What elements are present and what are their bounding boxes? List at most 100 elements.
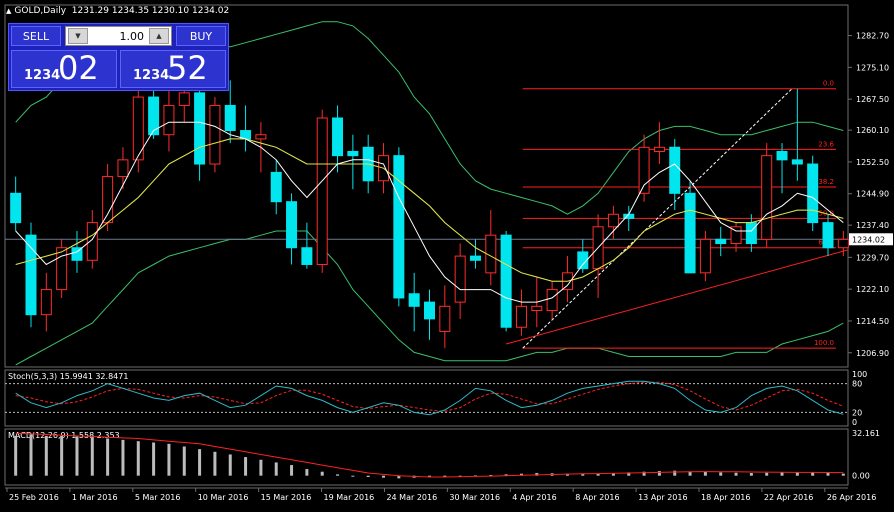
macd-histogram-bar xyxy=(274,462,278,476)
bull-candle[interactable] xyxy=(255,134,267,140)
bull-candle[interactable] xyxy=(699,238,711,274)
bear-candle[interactable] xyxy=(71,247,83,261)
bull-candle[interactable] xyxy=(86,222,98,261)
macd-histogram-bar xyxy=(642,471,646,476)
bear-candle[interactable] xyxy=(469,255,481,261)
fib-level-label: 38.2 xyxy=(818,178,834,186)
macd-histogram-bar xyxy=(90,437,94,476)
bear-candle[interactable] xyxy=(286,201,298,249)
bull-candle[interactable] xyxy=(163,104,175,136)
macd-pane-frame[interactable] xyxy=(4,428,849,486)
lot-increase-icon[interactable]: ▲ xyxy=(149,28,169,44)
sell-price-big: 02 xyxy=(58,49,99,87)
bull-candle[interactable] xyxy=(653,146,665,152)
bull-candle[interactable] xyxy=(531,305,543,312)
bull-candle[interactable] xyxy=(730,226,742,245)
price-tick-label: 1206.90 xyxy=(856,349,889,358)
stoch-tick-label: 20 xyxy=(852,408,862,417)
macd-histogram-bar xyxy=(673,470,677,476)
bear-candle[interactable] xyxy=(10,192,22,224)
macd-histogram-bar xyxy=(519,473,523,476)
bear-candle[interactable] xyxy=(301,247,313,265)
bear-candle[interactable] xyxy=(776,150,788,161)
stoch-pane-frame[interactable] xyxy=(4,369,849,427)
lot-size-input[interactable] xyxy=(90,28,147,44)
macd-histogram-bar xyxy=(596,473,600,476)
time-tick-label: 4 Apr 2016 xyxy=(512,493,556,502)
buy-price-prefix: 1234 xyxy=(133,68,170,83)
bull-candle[interactable] xyxy=(40,289,52,316)
bull-candle[interactable] xyxy=(56,247,68,291)
macd-histogram-bar xyxy=(458,475,462,477)
bull-candle[interactable] xyxy=(515,305,527,328)
fib-level-label: 100.0 xyxy=(814,339,834,347)
bear-candle[interactable] xyxy=(332,117,344,157)
macd-histogram-bar xyxy=(182,446,186,476)
bear-candle[interactable] xyxy=(822,222,834,249)
bull-candle[interactable] xyxy=(117,159,129,178)
macd-histogram-bar xyxy=(841,473,845,476)
macd-histogram-bar xyxy=(826,473,830,476)
price-tick-label: 1267.50 xyxy=(856,95,889,104)
time-tick-label: 30 Mar 2016 xyxy=(449,493,500,502)
bear-candle[interactable] xyxy=(745,222,757,245)
buy-price-big: 52 xyxy=(167,49,208,87)
macd-tick-label: 32.161 xyxy=(852,429,880,438)
bear-candle[interactable] xyxy=(25,234,37,316)
macd-histogram-bar xyxy=(765,472,769,476)
bear-candle[interactable] xyxy=(347,150,359,157)
macd-histogram-bar xyxy=(780,472,784,476)
collapse-triangle-icon[interactable]: ▲ xyxy=(6,7,12,15)
bull-candle[interactable] xyxy=(761,155,773,240)
bear-candle[interactable] xyxy=(500,234,512,328)
buy-price-display[interactable]: 1234 52 xyxy=(120,49,226,88)
macd-histogram-bar xyxy=(244,457,248,476)
bull-candle[interactable] xyxy=(607,213,619,228)
bear-candle[interactable] xyxy=(393,155,405,299)
buy-button[interactable]: BUY xyxy=(176,26,226,46)
bull-candle[interactable] xyxy=(102,176,114,224)
bull-candle[interactable] xyxy=(485,234,497,274)
bear-candle[interactable] xyxy=(791,159,803,165)
bull-candle[interactable] xyxy=(837,238,849,249)
bull-candle[interactable] xyxy=(132,96,144,161)
bull-candle[interactable] xyxy=(209,104,221,165)
bear-candle[interactable] xyxy=(807,163,819,224)
bear-candle[interactable] xyxy=(224,104,236,132)
lot-decrease-icon[interactable]: ▼ xyxy=(68,28,88,44)
slow-moving-average-line xyxy=(15,138,844,282)
support-trendline[interactable] xyxy=(506,249,849,345)
fib-trend-dashed-line[interactable] xyxy=(522,88,793,349)
macd-histogram-bar xyxy=(75,436,79,476)
chart-title: ▲ GOLD,Daily 1231.29 1234.35 1230.10 1234… xyxy=(6,6,229,16)
sell-button[interactable]: SELL xyxy=(11,26,61,46)
bear-candle[interactable] xyxy=(684,192,696,274)
bear-candle[interactable] xyxy=(577,251,589,270)
bull-candle[interactable] xyxy=(178,92,190,106)
bull-candle[interactable] xyxy=(316,117,328,265)
bear-candle[interactable] xyxy=(715,238,727,245)
bull-candle[interactable] xyxy=(439,305,451,332)
bear-candle[interactable] xyxy=(408,293,420,307)
bull-candle[interactable] xyxy=(638,146,650,194)
bear-candle[interactable] xyxy=(194,92,206,165)
time-tick-label: 22 Apr 2016 xyxy=(764,493,813,502)
price-pane-frame[interactable] xyxy=(4,4,849,368)
bear-candle[interactable] xyxy=(424,301,435,320)
bull-candle[interactable] xyxy=(546,289,558,312)
sell-price-display[interactable]: 1234 02 xyxy=(11,49,117,88)
bull-candle[interactable] xyxy=(454,255,466,303)
bear-candle[interactable] xyxy=(148,96,160,136)
fast-moving-average-line xyxy=(15,121,844,303)
price-tick-label: 1252.50 xyxy=(856,158,889,167)
bear-candle[interactable] xyxy=(270,171,282,203)
time-tick-label: 25 Feb 2016 xyxy=(9,493,59,502)
bear-candle[interactable] xyxy=(669,146,681,194)
symbol-label: GOLD,Daily xyxy=(14,6,67,16)
macd-histogram-bar xyxy=(397,475,401,479)
macd-histogram-bar xyxy=(305,469,309,476)
one-click-trading-panel: SELL ▼ ▲ BUY 1234 02 1234 52 xyxy=(8,23,229,91)
stoch-tick-label: 0 xyxy=(852,418,857,427)
